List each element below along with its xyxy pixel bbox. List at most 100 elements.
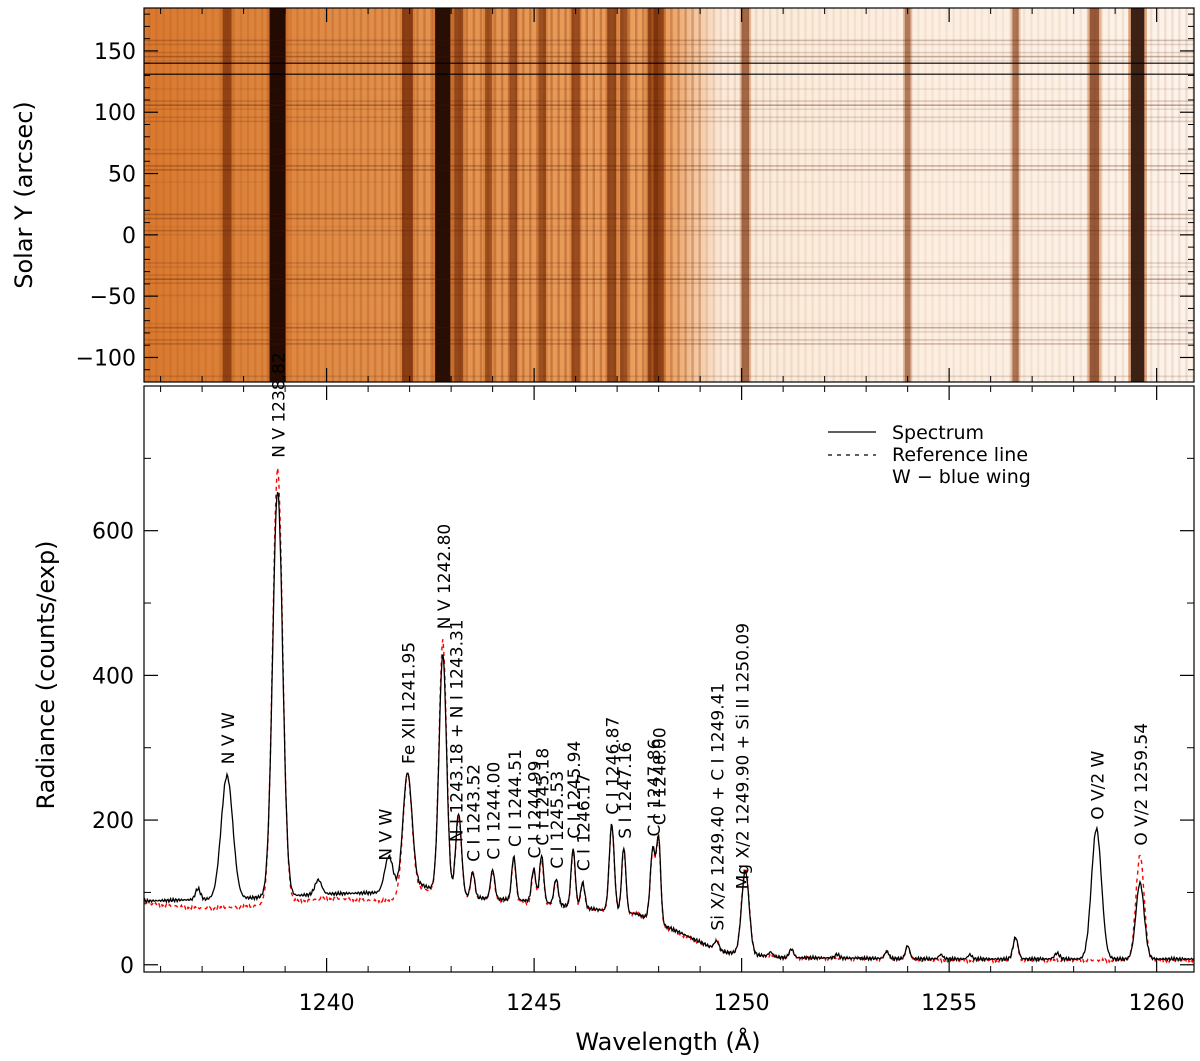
x-tick-label: 1240 (299, 991, 355, 1016)
image-striation (317, 8, 320, 382)
image-streak (144, 278, 1194, 280)
image-frame (143, 7, 1195, 383)
image-striation (289, 8, 292, 382)
image-streak (144, 152, 1194, 155)
image-striation (776, 8, 779, 382)
image-striation (204, 8, 207, 382)
image-striation (373, 8, 377, 382)
horizontal-streaks (144, 39, 1194, 378)
image-striation (218, 8, 222, 382)
image-y-axis-label: Solar Y (arcsec) (10, 101, 38, 289)
image-streak (144, 213, 1194, 216)
image-striation (508, 8, 511, 382)
image-striation (677, 8, 680, 382)
image-striation (395, 8, 398, 382)
line-label: C I 1248.00 (651, 727, 671, 825)
image-column-core (485, 8, 492, 382)
x-tick-label: 1250 (714, 991, 770, 1016)
image-streak (144, 331, 1194, 333)
image-striation (917, 8, 920, 382)
image-streak (144, 108, 1194, 110)
image-column-core (1089, 8, 1100, 382)
image-striation (430, 8, 433, 382)
image-striation (811, 8, 814, 382)
image-striation (162, 8, 165, 382)
image-striation (169, 8, 172, 382)
image-striation (966, 8, 969, 382)
image-striation (1058, 8, 1061, 382)
image-y-tick-label: 100 (94, 101, 136, 126)
image-y-tick-label: −50 (90, 285, 136, 310)
legend-wing-label: W − blue wing (892, 466, 1031, 488)
image-streak (144, 343, 1194, 345)
image-streak (144, 266, 1194, 268)
line-label: N I 1243.18 + N I 1243.31 (447, 619, 467, 842)
image-streak (144, 322, 1194, 325)
legend-spectrum-label: Spectrum (892, 422, 984, 444)
image-striation (987, 8, 991, 382)
image-streak (144, 326, 1194, 329)
image-streak (144, 59, 1194, 62)
legend: Spectrum Reference line W − blue wing (828, 422, 1031, 488)
image-striation (176, 8, 179, 382)
image-striation (296, 8, 299, 382)
line-label: N V W (377, 808, 397, 860)
reference-line-series (144, 467, 1194, 965)
image-y-tick-label: −100 (76, 347, 136, 372)
line-annotations: N V W N V 1238.82 N V W Fe XII 1241.95 N V 1… (219, 352, 1152, 930)
image-striation (818, 8, 821, 382)
image-striation (1030, 8, 1033, 382)
image-striation (1072, 8, 1075, 382)
image-striation (155, 8, 158, 382)
image-striation (1065, 8, 1068, 382)
image-striation (726, 8, 730, 382)
image-striation (705, 8, 708, 382)
image-striation (635, 8, 638, 382)
image-striation (599, 8, 603, 382)
image-streak (144, 294, 1194, 297)
x-tick-label: 1260 (1129, 991, 1185, 1016)
image-column-core (222, 8, 232, 382)
image-striation (994, 8, 998, 382)
image-column-core (653, 8, 664, 382)
line-label: C I 1246.87 (604, 717, 624, 815)
line-label: C I 1247.86 (645, 739, 665, 837)
line-label: C I 1244.00 (485, 762, 505, 860)
image-streak (144, 51, 1194, 54)
image-striation (1086, 8, 1089, 382)
line-label: N V 1238.82 (270, 352, 290, 457)
image-striation (564, 8, 567, 382)
image-y-tick-label: 50 (108, 163, 136, 188)
image-striation (1008, 8, 1012, 382)
image-striation (197, 8, 200, 382)
image-streak (144, 55, 1194, 58)
image-striation (1044, 8, 1047, 382)
x-tick-label: 1255 (921, 991, 977, 1016)
y-tick-label: 600 (92, 520, 134, 545)
image-striation (889, 8, 892, 382)
image-striation (1107, 8, 1111, 382)
image-striation (536, 8, 539, 382)
image-striation (839, 8, 842, 382)
image-striation (190, 8, 193, 382)
image-striation (254, 8, 257, 382)
spectrum-axes: 1240 1245 1250 1255 1260 0 200 400 600 (92, 8, 1194, 1016)
image-streak (144, 148, 1194, 151)
image-striation (874, 8, 878, 382)
spectrum-x-axis-label: Wavelength (Å) (575, 1027, 760, 1056)
image-striation (345, 8, 349, 382)
image-striation (627, 8, 631, 382)
image-striation (762, 8, 765, 382)
line-label: C I 1246.17 (575, 773, 595, 871)
image-striation (896, 8, 899, 382)
line-label: C I 1245.18 (534, 748, 554, 846)
image-striation (931, 8, 934, 382)
image-column-core (1012, 8, 1019, 382)
image-streak (144, 100, 1194, 102)
image-striation (747, 8, 751, 382)
image-column-core (647, 8, 658, 382)
line-label: Fe XII 1241.95 (400, 642, 420, 764)
image-striation (211, 8, 214, 382)
image-striation (324, 8, 327, 382)
image-striation (381, 8, 384, 382)
